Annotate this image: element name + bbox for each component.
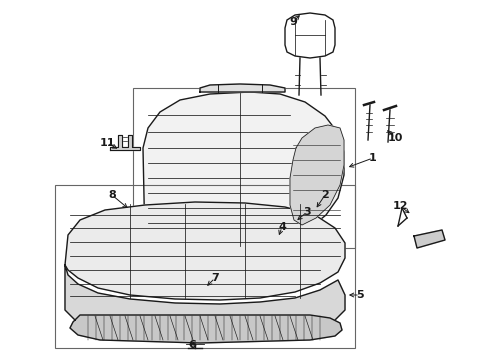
Polygon shape (65, 265, 345, 336)
Text: 7: 7 (211, 273, 219, 283)
Polygon shape (65, 202, 345, 300)
Polygon shape (110, 135, 140, 150)
Text: 11: 11 (99, 138, 115, 148)
Text: 5: 5 (356, 290, 364, 300)
Text: 12: 12 (392, 201, 408, 211)
Polygon shape (290, 125, 344, 225)
Bar (133, 88, 355, 248)
Text: 6: 6 (188, 340, 196, 350)
Text: 1: 1 (369, 153, 377, 163)
Polygon shape (200, 84, 285, 92)
Polygon shape (143, 92, 344, 246)
Polygon shape (70, 315, 342, 343)
Text: 4: 4 (278, 222, 286, 232)
Text: 10: 10 (387, 133, 403, 143)
Text: 8: 8 (108, 190, 116, 200)
Text: 9: 9 (289, 17, 297, 27)
Text: 3: 3 (303, 207, 311, 217)
Bar (55, 185, 355, 348)
Text: 2: 2 (321, 190, 329, 200)
Polygon shape (414, 230, 445, 248)
